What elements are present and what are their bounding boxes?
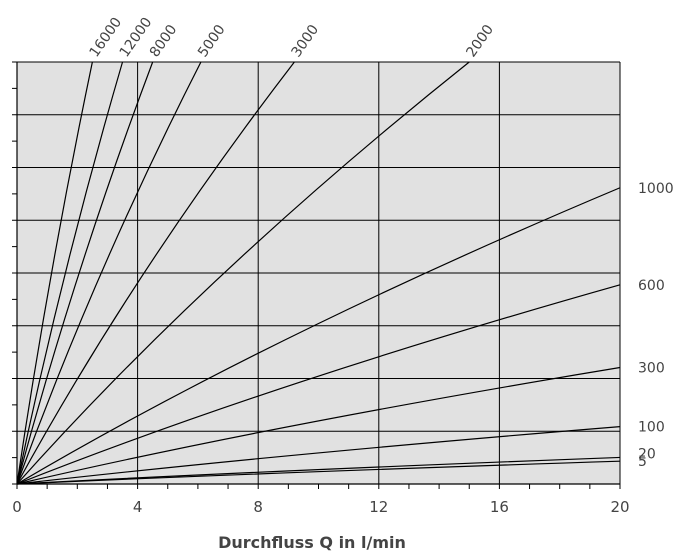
curve-label-3000: 3000 xyxy=(289,22,323,60)
x-tick-label: 20 xyxy=(610,498,629,516)
curve-label-2000: 2000 xyxy=(463,22,497,60)
curve-label-5: 5 xyxy=(638,454,647,470)
curve-16000 xyxy=(16,61,93,485)
x-tick-label: 4 xyxy=(133,498,143,516)
curves xyxy=(16,61,621,485)
curve-300 xyxy=(16,366,621,485)
curve-label-300: 300 xyxy=(638,361,665,377)
curve-2000 xyxy=(16,61,470,485)
curve-label-5000: 5000 xyxy=(195,22,229,60)
curve-3000 xyxy=(16,61,295,485)
x-tick-label: 0 xyxy=(12,498,22,516)
curve-label-20: 20 xyxy=(638,446,656,462)
curve-100 xyxy=(16,426,621,485)
x-tick-label: 12 xyxy=(369,498,388,516)
curve-8000 xyxy=(16,61,154,485)
axes: 0 4 8 12 16 20 xyxy=(12,61,630,516)
curve-label-100: 100 xyxy=(638,420,665,436)
curve-label-600: 600 xyxy=(638,278,665,294)
grid xyxy=(17,62,620,484)
curve-12000 xyxy=(16,61,124,485)
x-axis-label: Durchfluss Q in l/min xyxy=(218,533,406,552)
curve-1000 xyxy=(16,187,621,485)
curve-5 xyxy=(16,460,621,485)
curve-600 xyxy=(16,284,621,485)
x-tick-label: 16 xyxy=(490,498,509,516)
curve-label-1000: 1000 xyxy=(638,181,674,197)
x-tick-label: 8 xyxy=(253,498,263,516)
curve-5000 xyxy=(16,61,202,485)
